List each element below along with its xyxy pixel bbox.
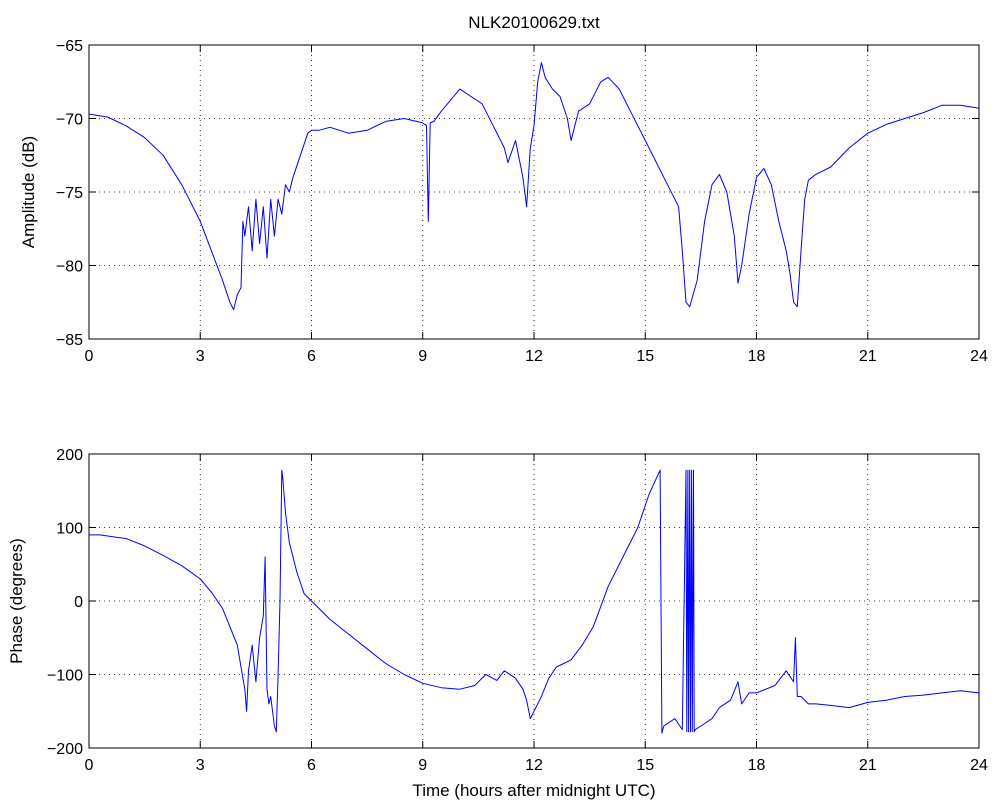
phase-series — [89, 469, 980, 734]
phase-series-line — [89, 469, 980, 734]
amplitude-xtick-label: 24 — [970, 348, 988, 365]
amplitude-xtick-label: 6 — [307, 348, 316, 365]
phase-xtick-label: 12 — [525, 757, 543, 774]
phase-xtick-label: 15 — [636, 757, 654, 774]
phase-ytick-label: 0 — [74, 594, 83, 611]
phase-xtick-label: 18 — [748, 757, 766, 774]
amplitude-ytick-label: −75 — [56, 185, 83, 202]
amplitude-ytick-label: −80 — [56, 259, 83, 276]
amplitude-series-line — [88, 62, 980, 311]
time-xlabel: Time (hours after midnight UTC) — [412, 781, 655, 800]
figure-title: NLK20100629.txt — [468, 13, 600, 32]
amplitude-ylabel: Amplitude (dB) — [19, 136, 38, 248]
amplitude-grid — [89, 45, 979, 339]
phase-xtick-label: 3 — [196, 757, 205, 774]
phase-grid — [89, 454, 979, 748]
amplitude-series — [88, 62, 980, 311]
amplitude-xtick-label: 15 — [636, 348, 654, 365]
amplitude-xtick-label: 3 — [196, 348, 205, 365]
phase-ylabel: Phase (degrees) — [7, 538, 26, 664]
amplitude-ytick-label: −85 — [56, 332, 83, 349]
phase-xtick-label: 9 — [418, 757, 427, 774]
amplitude-ytick-label: −70 — [56, 112, 83, 129]
amplitude-xtick-label: 0 — [85, 348, 94, 365]
amplitude-xtick-label: 21 — [859, 348, 877, 365]
phase-ytick-label: 100 — [56, 521, 83, 538]
phase-xtick-label: 0 — [85, 757, 94, 774]
amplitude-ticks: 0 3 6 9 12 15 18 21 24 −85 −80 −75 −70 −65 — [56, 38, 988, 365]
amplitude-xtick-label: 12 — [525, 348, 543, 365]
phase-xtick-label: 24 — [970, 757, 988, 774]
phase-axes: 0 3 6 9 12 15 18 21 24 −200 −100 0 100 200 Phase (deg… — [7, 447, 988, 800]
phase-xtick-label: 21 — [859, 757, 877, 774]
phase-ticks: 0 3 6 9 12 15 18 21 24 −200 −100 0 100 200 — [47, 447, 988, 774]
amplitude-ytick-label: −65 — [56, 38, 83, 55]
amplitude-axes: 0 3 6 9 12 15 18 21 24 −85 −80 −75 −70 −65 Amplitude … — [19, 38, 988, 365]
amplitude-xtick-label: 18 — [748, 348, 766, 365]
amplitude-xtick-label: 9 — [418, 348, 427, 365]
phase-ytick-label: −100 — [47, 668, 83, 685]
phase-ytick-label: 200 — [56, 447, 83, 464]
phase-ytick-label: −200 — [47, 741, 83, 758]
phase-xtick-label: 6 — [307, 757, 316, 774]
